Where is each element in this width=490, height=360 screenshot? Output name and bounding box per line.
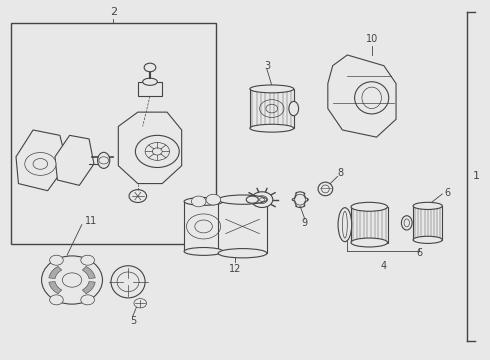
Bar xyxy=(250,89,294,128)
Circle shape xyxy=(49,295,63,305)
Ellipse shape xyxy=(413,236,442,243)
Ellipse shape xyxy=(318,182,333,196)
Ellipse shape xyxy=(143,78,157,85)
Text: 6: 6 xyxy=(416,248,422,258)
Text: 10: 10 xyxy=(366,34,378,44)
Ellipse shape xyxy=(250,85,294,93)
Ellipse shape xyxy=(184,198,223,205)
Polygon shape xyxy=(49,266,62,279)
Ellipse shape xyxy=(343,211,347,238)
Polygon shape xyxy=(49,282,62,294)
Ellipse shape xyxy=(289,102,298,116)
Circle shape xyxy=(25,153,56,175)
Text: 11: 11 xyxy=(85,216,98,226)
Polygon shape xyxy=(328,55,396,137)
Circle shape xyxy=(129,190,147,203)
Text: 12: 12 xyxy=(229,264,242,274)
Circle shape xyxy=(135,135,179,167)
Circle shape xyxy=(206,194,220,205)
Text: 8: 8 xyxy=(337,168,343,178)
Polygon shape xyxy=(118,112,182,184)
Text: 2: 2 xyxy=(110,7,117,17)
Ellipse shape xyxy=(251,192,273,207)
Polygon shape xyxy=(55,135,94,185)
Text: 4: 4 xyxy=(381,261,387,271)
Circle shape xyxy=(144,63,156,72)
Ellipse shape xyxy=(321,185,329,193)
Bar xyxy=(11,23,216,244)
Ellipse shape xyxy=(355,82,389,114)
Circle shape xyxy=(49,255,63,265)
Ellipse shape xyxy=(117,272,139,292)
Text: 6: 6 xyxy=(444,188,450,198)
Polygon shape xyxy=(16,130,67,191)
Ellipse shape xyxy=(362,87,381,109)
Bar xyxy=(218,200,267,253)
Ellipse shape xyxy=(111,266,145,298)
Polygon shape xyxy=(82,282,95,294)
Ellipse shape xyxy=(401,216,412,230)
Circle shape xyxy=(192,196,206,207)
Ellipse shape xyxy=(246,196,258,203)
Circle shape xyxy=(62,273,82,287)
Bar xyxy=(413,206,442,240)
Bar xyxy=(138,82,162,96)
Ellipse shape xyxy=(42,256,102,304)
Circle shape xyxy=(81,255,95,265)
Text: 5: 5 xyxy=(130,316,136,326)
Bar xyxy=(351,207,388,243)
Circle shape xyxy=(134,298,147,308)
Ellipse shape xyxy=(404,219,410,227)
Text: 9: 9 xyxy=(302,218,308,228)
Text: 3: 3 xyxy=(264,61,270,71)
Ellipse shape xyxy=(250,124,294,132)
Ellipse shape xyxy=(413,202,442,210)
Text: 1: 1 xyxy=(473,171,480,181)
Ellipse shape xyxy=(184,248,223,255)
Ellipse shape xyxy=(338,208,352,242)
Ellipse shape xyxy=(98,152,110,168)
Text: 7: 7 xyxy=(259,221,265,231)
Bar xyxy=(184,202,223,251)
Ellipse shape xyxy=(218,195,267,204)
Ellipse shape xyxy=(218,249,267,258)
Polygon shape xyxy=(82,266,95,279)
Ellipse shape xyxy=(351,202,388,211)
Circle shape xyxy=(81,295,95,305)
Ellipse shape xyxy=(351,238,388,247)
